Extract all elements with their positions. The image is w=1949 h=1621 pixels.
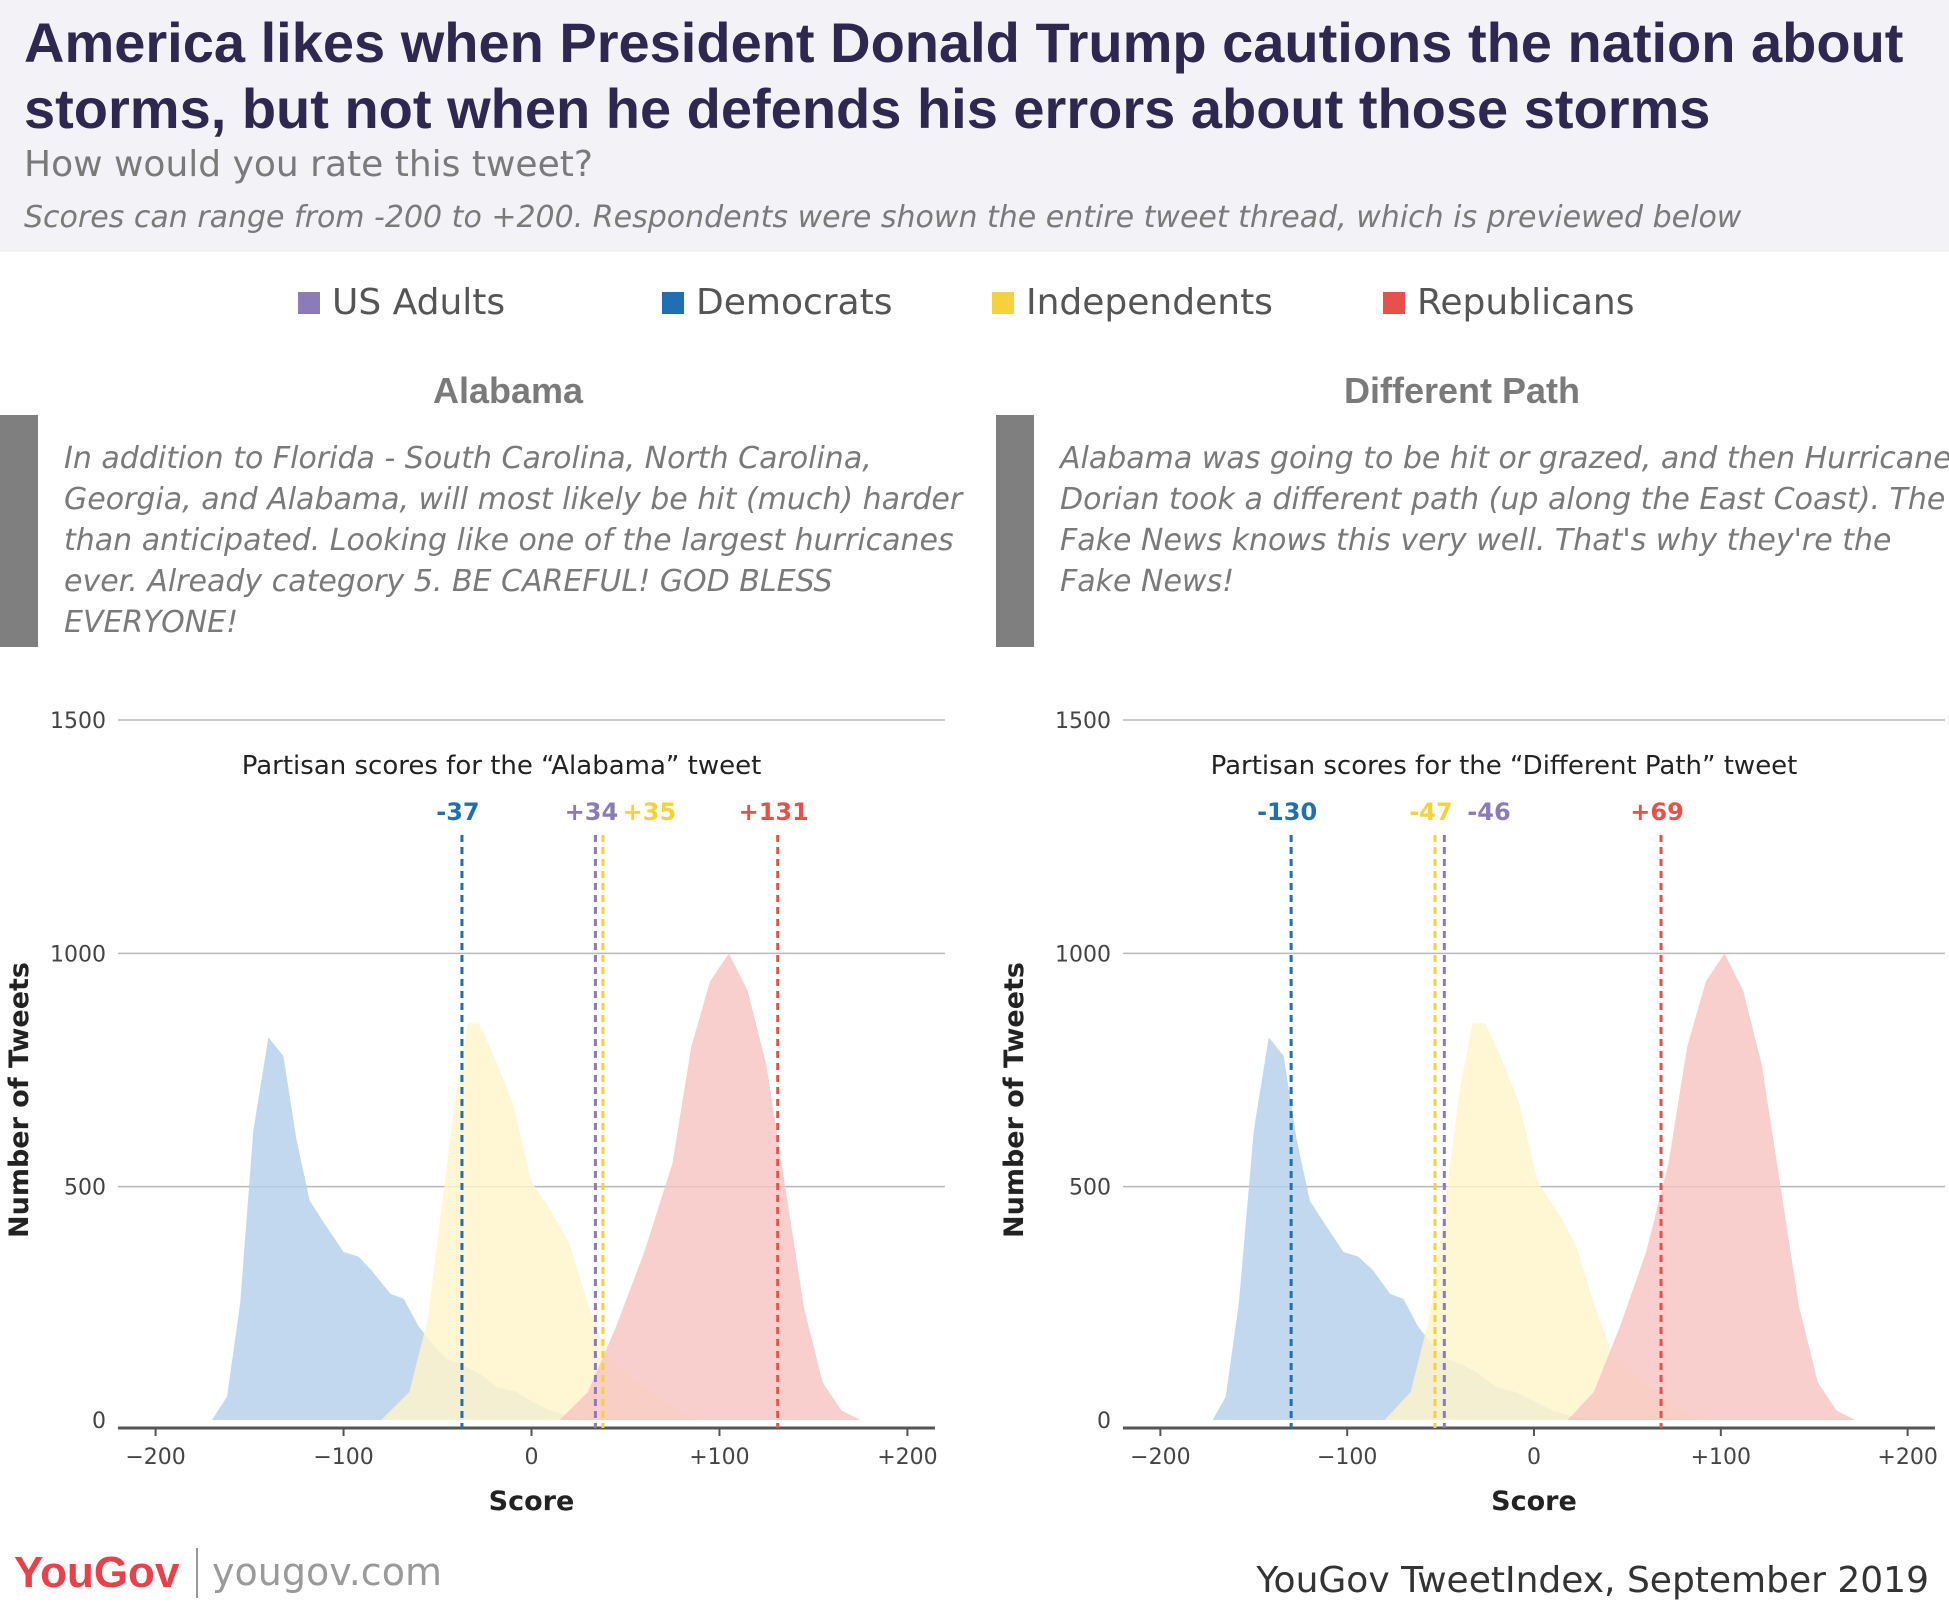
marker-label-us-adults: -46: [1467, 798, 1510, 826]
chart-title: Partisan scores for the “Different Path”…: [1211, 751, 1798, 781]
page-subtitle: How would you rate this tweet?: [24, 144, 593, 185]
x-tick-label: +200: [1877, 1445, 1937, 1470]
page-title: America likes when President Donald Trum…: [24, 11, 1904, 140]
legend-item-independents: Independents: [992, 282, 1273, 323]
quote-bar-alabama: [0, 415, 38, 647]
panel-title-alabama: Alabama: [432, 370, 584, 411]
x-tick-label: +100: [1691, 1445, 1751, 1470]
legend-swatch-republicans: [1383, 291, 1405, 314]
y-tick-label: 1000: [50, 942, 106, 967]
y-axis-label: Number of Tweets: [4, 962, 35, 1238]
area-independents: [1384, 1023, 1706, 1420]
footer-separator: [196, 1548, 198, 1598]
legend-item-democrats: Democrats: [662, 282, 893, 323]
legend-item-us-adults: US Adults: [298, 282, 505, 323]
x-axis-label: Score: [1491, 1486, 1577, 1517]
y-axis-label: Number of Tweets: [999, 962, 1030, 1238]
x-tick-label: −100: [1317, 1445, 1377, 1470]
legend-label-democrats: Democrats: [696, 282, 893, 323]
chart-different-path: 0 500 1000 1500 −200 −100 0 +100 +200 Score Number…: [999, 709, 1945, 1517]
page-note: Scores can range from -200 to +200. Resp…: [24, 200, 1742, 235]
yougov-logo: YouGov: [14, 1548, 180, 1597]
marker-label-independents: +35: [623, 798, 677, 826]
x-tick-label: +100: [689, 1445, 749, 1470]
x-tick-label: −200: [125, 1445, 185, 1470]
marker-label-democrats: -130: [1257, 798, 1317, 826]
area-democrats: [211, 1037, 588, 1420]
x-tick-label: −200: [1130, 1445, 1190, 1470]
area-republicans: [559, 953, 861, 1420]
x-tick-label: 0: [1527, 1445, 1541, 1470]
panel-title-different-path: Different Path: [1343, 370, 1581, 411]
legend-item-republicans: Republicans: [1383, 282, 1635, 323]
marker-label-us-adults: +34: [565, 798, 619, 826]
y-tick-label: 0: [92, 1409, 106, 1434]
chart-alabama: 0 500 1000 1500 −200 −100 0 +100 +200 Score Number…: [4, 709, 945, 1517]
legend-label-independents: Independents: [1026, 282, 1273, 323]
legend: US Adults Democrats Independents Republi…: [0, 282, 1949, 332]
legend-swatch-us-adults: [298, 291, 320, 314]
x-tick-label: +200: [877, 1445, 937, 1470]
chart-title: Partisan scores for the “Alabama” tweet: [242, 751, 762, 781]
y-tick-label: 1500: [1055, 709, 1111, 734]
legend-label-us-adults: US Adults: [332, 282, 506, 323]
legend-swatch-democrats: [662, 291, 684, 314]
quote-alabama: In addition to Florida - South Carolina,…: [64, 441, 963, 640]
quote-different-path: Alabama was going to be hit or grazed, a…: [1060, 441, 1949, 599]
x-tick-label: −100: [313, 1445, 373, 1470]
header-band: America likes when President Donald Trum…: [0, 0, 1949, 252]
y-tick-label: 1000: [1055, 942, 1111, 967]
area-democrats: [1212, 1037, 1591, 1420]
marker-label-independents: -47: [1409, 798, 1452, 826]
x-tick-label: 0: [525, 1445, 539, 1470]
x-axis-label: Score: [489, 1486, 575, 1517]
y-tick-label: 1500: [50, 709, 106, 734]
marker-label-republicans: +69: [1630, 798, 1684, 826]
quote-bar-different-path: [996, 415, 1034, 647]
y-tick-label: 0: [1097, 1409, 1111, 1434]
legend-swatch-independents: [992, 291, 1014, 314]
marker-label-republicans: +131: [739, 798, 809, 826]
legend-label-republicans: Republicans: [1417, 282, 1635, 323]
y-tick-label: 500: [64, 1176, 106, 1201]
marker-label-democrats: -37: [436, 798, 479, 826]
footer-url[interactable]: yougov.com: [212, 1550, 442, 1594]
y-tick-label: 500: [1069, 1176, 1111, 1201]
area-republicans: [1567, 953, 1856, 1420]
footer-credit: YouGov TweetIndex, September 2019: [1256, 1560, 1929, 1601]
